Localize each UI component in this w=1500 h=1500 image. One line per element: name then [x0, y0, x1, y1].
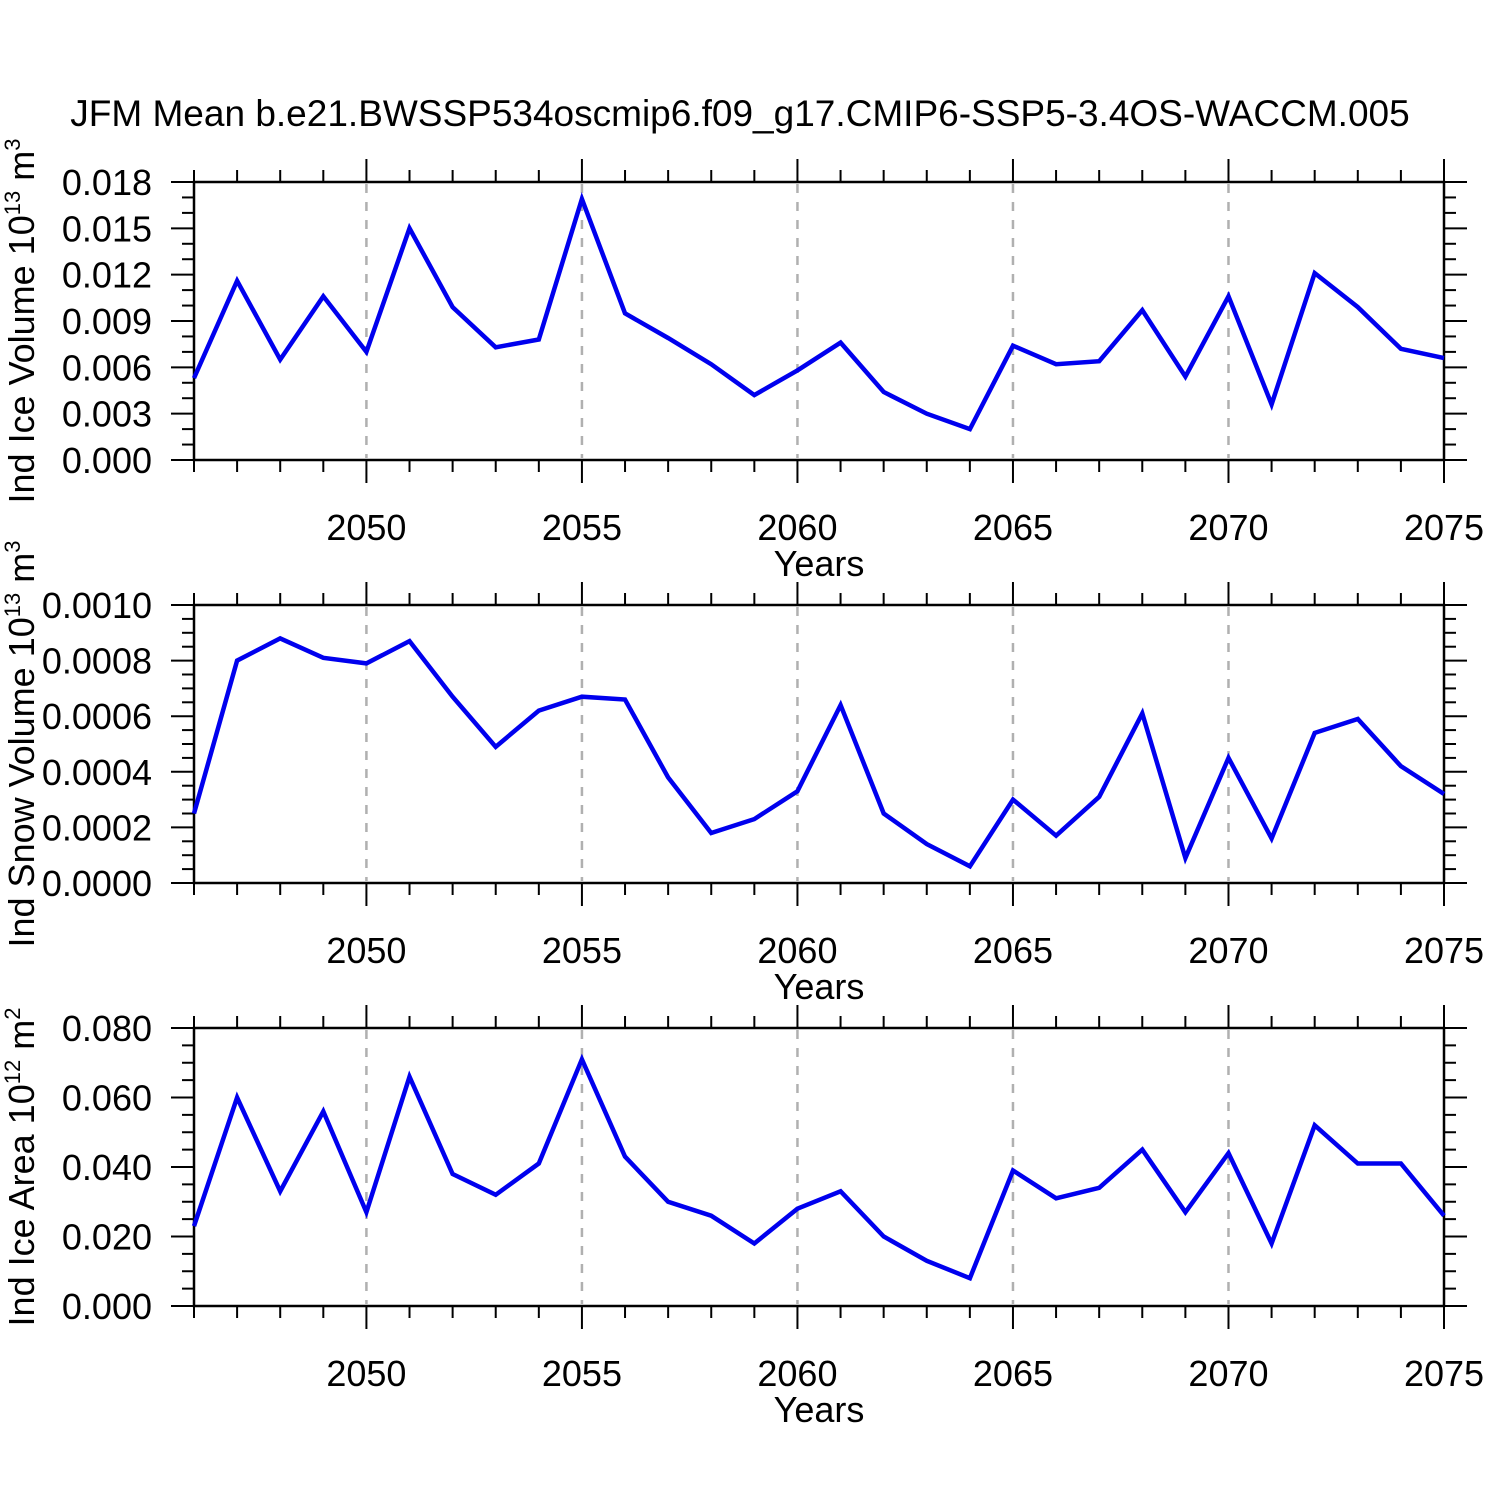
x-tick-label: 2050	[326, 1353, 406, 1394]
xaxis-title-snow-volume: Years	[774, 966, 865, 1007]
y-tick-label: 0.0010	[42, 585, 152, 626]
y-tick-label: 0.018	[62, 162, 152, 203]
x-tick-label: 2060	[757, 930, 837, 971]
plot-border	[192, 180, 1446, 462]
y-tick-label: 0.020	[62, 1217, 152, 1258]
ind-snow-volume-line	[191, 635, 1446, 870]
xaxis-title-ice-area: Years	[774, 1389, 865, 1430]
figure-title: JFM Mean b.e21.BWSSP534oscmip6.f09_g17.C…	[70, 93, 1409, 134]
y-tick-label: 0.080	[62, 1008, 152, 1049]
x-tick-label: 2075	[1404, 930, 1484, 971]
plot-border	[192, 1026, 1446, 1308]
x-tick-label: 2050	[326, 930, 406, 971]
ind-ice-area-line	[191, 1053, 1446, 1282]
y-tick-label: 0.015	[62, 208, 152, 249]
x-tick-label: 2055	[542, 930, 622, 971]
y-tick-label: 0.000	[62, 1286, 152, 1327]
x-tick-label: 2070	[1188, 930, 1268, 971]
xaxis-title-ice-volume: Years	[774, 543, 865, 584]
y-tick-label: 0.006	[62, 347, 152, 388]
y-tick-label: 0.0002	[42, 807, 152, 848]
x-tick-label: 2070	[1188, 1353, 1268, 1394]
x-tick-label: 2075	[1404, 1353, 1484, 1394]
y-tick-label: 0.060	[62, 1078, 152, 1119]
y-tick-label: 0.009	[62, 301, 152, 342]
y-tick-label: 0.0008	[42, 641, 152, 682]
plot-border	[192, 603, 1446, 885]
x-tick-label: 2065	[973, 1353, 1053, 1394]
ind-ice-volume-line	[191, 192, 1445, 432]
y-tick-label: 0.000	[62, 440, 152, 481]
ind-snow-volume-chart: 0.0000 0.0002 0.0004 0.0006 0.0008 0.0010 2050…	[0, 541, 1484, 971]
yaxis-title-ind-snow-volume: Ind Snow Volume 1013 m3	[0, 541, 42, 948]
ind-ice-volume-chart: 0.000 0.003 0.006 0.009 0.012 0.015 0.018 2050 2…	[0, 139, 1484, 548]
y-tick-label: 0.0006	[42, 696, 152, 737]
y-tick-label: 0.040	[62, 1147, 152, 1188]
x-tick-label: 2060	[757, 507, 837, 548]
y-tick-label: 0.0004	[42, 752, 152, 793]
y-tick-label: 0.0000	[42, 863, 152, 904]
x-tick-label: 2055	[542, 507, 622, 548]
yaxis-title-ind-ice-volume: Ind Ice Volume 1013 m3	[0, 139, 42, 504]
x-tick-label: 2065	[973, 507, 1053, 548]
yaxis-title-ind-ice-area: Ind Ice Area 1012 m2	[0, 1008, 42, 1327]
x-tick-label: 2070	[1188, 507, 1268, 548]
x-tick-label: 2075	[1404, 507, 1484, 548]
ind-ice-area-chart: 0.000 0.020 0.040 0.060 0.080 2050 2055 2060 206…	[0, 1005, 1484, 1394]
x-tick-label: 2060	[757, 1353, 837, 1394]
x-tick-label: 2065	[973, 930, 1053, 971]
y-tick-label: 0.012	[62, 255, 152, 296]
y-tick-label: 0.003	[62, 394, 152, 435]
x-tick-label: 2050	[326, 507, 406, 548]
x-tick-label: 2055	[542, 1353, 622, 1394]
